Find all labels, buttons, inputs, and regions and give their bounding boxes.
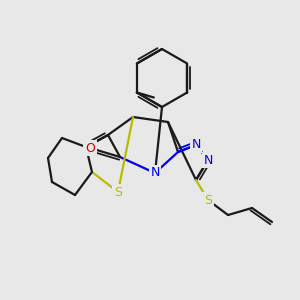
Text: S: S — [204, 194, 212, 206]
Text: O: O — [85, 142, 95, 154]
Text: S: S — [114, 185, 122, 199]
Text: N: N — [191, 139, 201, 152]
Text: N: N — [203, 154, 213, 166]
Text: N: N — [150, 167, 160, 179]
